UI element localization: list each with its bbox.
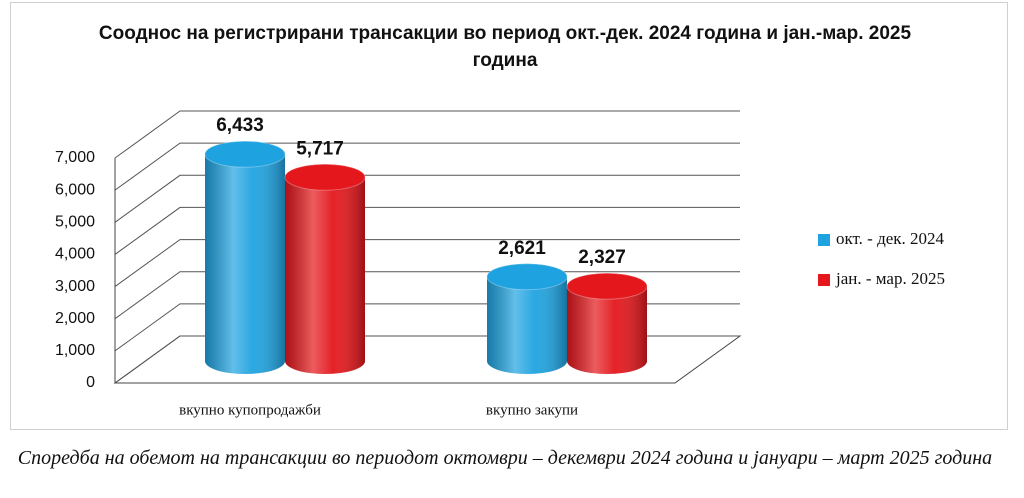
legend-swatch [818, 234, 830, 246]
data-label: 2,327 [578, 247, 626, 268]
legend-label: јан. - мар. 2025 [835, 269, 945, 288]
y-tick-label: 1,000 [55, 342, 95, 359]
bar-top [204, 140, 286, 168]
bar-top [284, 163, 366, 191]
caption: Споредба на обемот на трансакции во пери… [17, 447, 993, 469]
grid-line [114, 110, 740, 159]
bar-shade [487, 263, 567, 374]
bar-shade [567, 273, 647, 374]
bar-top [486, 263, 568, 291]
legend-swatch [818, 274, 830, 286]
x-tick-label: вкупно закупи [486, 402, 578, 418]
grid-line [114, 174, 740, 223]
grid-line [114, 142, 740, 191]
bar-top [566, 272, 648, 300]
data-label: 6,433 [216, 115, 264, 136]
chart-frame [10, 2, 1008, 430]
bar-shade [205, 141, 285, 374]
y-tick-label: 6,000 [55, 181, 95, 198]
data-label: 2,621 [498, 238, 546, 259]
y-tick-label: 3,000 [55, 278, 95, 295]
y-tick-label: 4,000 [55, 246, 95, 263]
y-tick-label: 5,000 [55, 214, 95, 231]
chart-title: Сооднос на регистрирани трансакции во пе… [98, 23, 912, 71]
y-tick-label: 2,000 [55, 310, 95, 327]
bar-shade [285, 164, 365, 374]
data-label: 5,717 [296, 138, 344, 159]
legend-label: окт. - дек. 2024 [836, 229, 945, 248]
x-tick-label: вкупно купопродажби [179, 402, 321, 418]
grid-line [114, 239, 740, 287]
y-tick-label: 7,000 [55, 149, 95, 166]
grid-line [114, 206, 740, 255]
y-tick-label: 0 [86, 374, 95, 391]
